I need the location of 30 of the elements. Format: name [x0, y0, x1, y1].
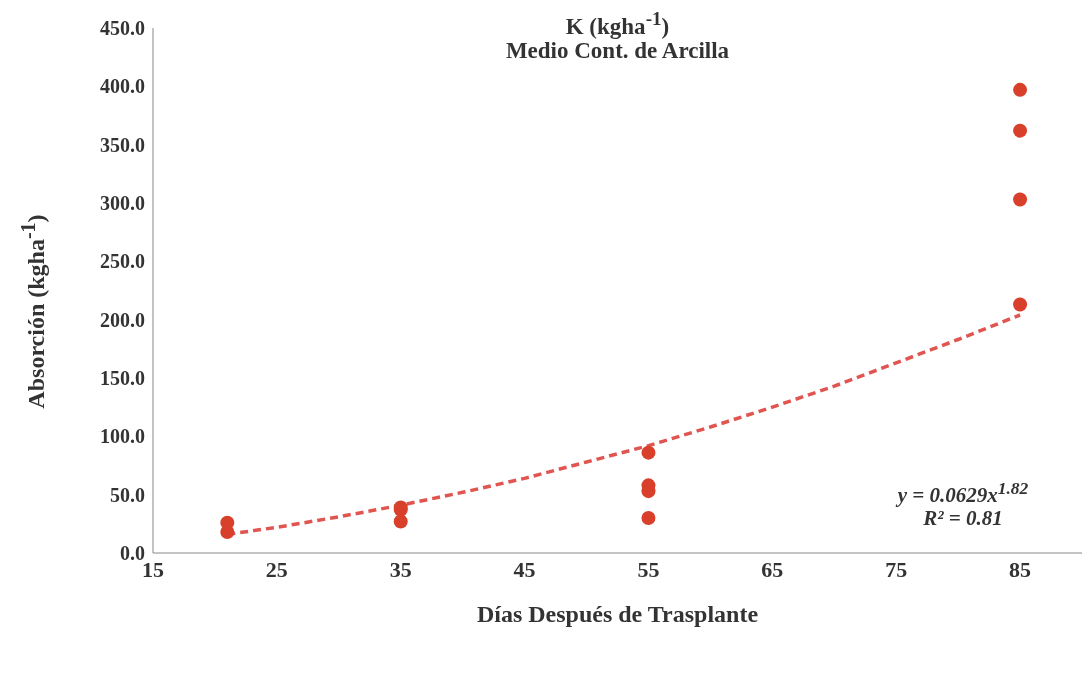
y-tick-label: 250.0 [100, 250, 145, 273]
x-tick-label: 35 [389, 556, 412, 582]
point [1013, 123, 1028, 138]
x-tick-label: 55 [637, 556, 660, 582]
y-tick-label: 350.0 [100, 133, 145, 156]
point [220, 515, 235, 530]
x-tick-label: 85 [1009, 556, 1032, 582]
point [393, 514, 408, 529]
y-tick-label: 200.0 [100, 308, 145, 331]
y-tick-label: 450.0 [100, 17, 145, 40]
point [1013, 192, 1028, 207]
point [1013, 297, 1028, 312]
y-tick-label: 0.0 [120, 542, 145, 565]
x-tick-label: 25 [265, 556, 288, 582]
y-tick-label: 50.0 [110, 483, 145, 506]
y-tick-label: 100.0 [100, 425, 145, 448]
y-tick-label: 400.0 [100, 75, 145, 98]
point [641, 445, 656, 460]
x-axis-title: Días Después de Trasplante [475, 601, 760, 628]
x-tick-label: 65 [761, 556, 784, 582]
y-tick-label: 150.0 [100, 367, 145, 390]
point [1013, 82, 1028, 97]
annotation: y = 0.0629x$^{1.82}$ [894, 478, 1030, 508]
x-tick-label: 45 [513, 556, 536, 582]
y-tick-label: 300.0 [100, 192, 145, 215]
x-tick-label: 75 [885, 556, 908, 582]
chart-title: K (kgha$^{-1}$) [564, 8, 671, 40]
annotation: R² = 0.81 [922, 506, 1004, 531]
chart-subtitle: Medio Cont. de Arcilla [504, 38, 731, 64]
point [641, 511, 656, 525]
